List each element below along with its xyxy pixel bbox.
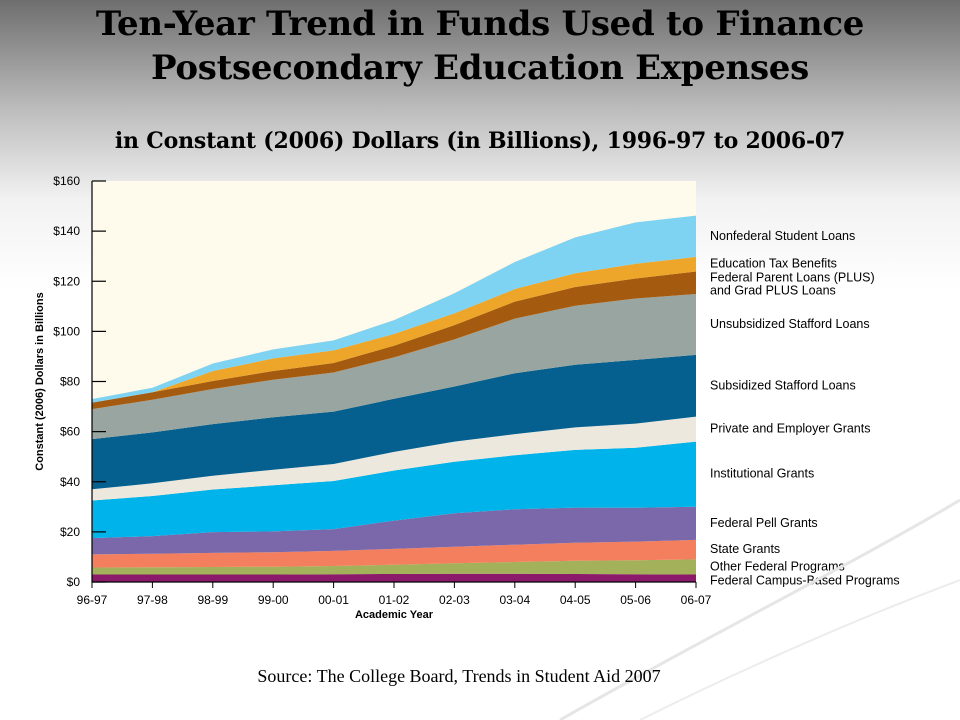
x-tick-label: 01-02 (379, 593, 410, 607)
legend-label: Unsubsidized Stafford Loans (710, 317, 870, 331)
x-tick-label: 97-98 (137, 593, 168, 607)
area-state-grants (92, 539, 696, 568)
area-federal-parent-loans-plus-and-grad-plus-loans (92, 271, 696, 410)
y-tick-label: $60 (60, 425, 80, 439)
legend-label: Institutional Grants (710, 467, 814, 481)
area-education-tax-benefits (92, 256, 696, 403)
area-series-group (92, 215, 696, 582)
legend-label: and Grad PLUS Loans (710, 284, 836, 298)
x-tick-label: 05-06 (620, 593, 651, 607)
area-unsubsidized-stafford-loans (92, 294, 696, 440)
y-tick-label: $160 (53, 174, 80, 188)
y-tick-label: $140 (53, 224, 80, 238)
area-private-and-employer-grants (92, 416, 696, 501)
y-tick-label: $0 (67, 575, 81, 589)
legend-label: Private and Employer Grants (710, 422, 871, 436)
y-tick-label: $20 (60, 525, 80, 539)
area-institutional-grants (92, 441, 696, 539)
x-tick-label: 99-00 (258, 593, 289, 607)
x-tick-label: 98-99 (197, 593, 228, 607)
legend-label: State Grants (710, 542, 780, 556)
legend-label: Federal Pell Grants (710, 516, 818, 530)
legend-label: Subsidized Stafford Loans (710, 378, 856, 392)
x-tick-label: 03-04 (499, 593, 530, 607)
legend-label: Other Federal Programs (710, 559, 845, 573)
y-tick-label: $100 (53, 324, 80, 338)
source-note: Source: The College Board, Trends in Stu… (257, 666, 661, 686)
legend-group: Nonfederal Student Loans Education Tax Be… (710, 229, 900, 588)
area-other-federal-programs (92, 559, 696, 575)
area-subsidized-stafford-loans (92, 354, 696, 490)
y-tick-label: $40 (60, 475, 80, 489)
x-tick-label: 02-03 (439, 593, 470, 607)
legend-label: Education Tax Benefits (710, 257, 837, 271)
area-federal-campus-based-programs (92, 573, 696, 582)
x-tick-label: 04-05 (560, 593, 591, 607)
y-tick-label: $80 (60, 375, 80, 389)
area-federal-pell-grants (92, 506, 696, 555)
x-tick-label: 00-01 (318, 593, 349, 607)
legend-label: Federal Parent Loans (PLUS) (710, 271, 875, 285)
x-tick-label: 06-07 (681, 593, 712, 607)
x-axis-title: Academic Year (355, 609, 434, 621)
slide-title: Ten-Year Trend in Funds Used to Finance … (95, 4, 865, 88)
y-tick-label: $120 (53, 274, 80, 288)
legend-label: Federal Campus-Based Programs (710, 573, 900, 587)
legend-label: Nonfederal Student Loans (710, 229, 855, 243)
chart-subtitle: in Constant (2006) Dollars (in Billions)… (114, 128, 846, 154)
x-tick-label: 96-97 (77, 593, 108, 607)
area-nonfederal-student-loans (92, 215, 696, 403)
y-axis-title: Constant (2006) Dollars in Billions (34, 292, 46, 470)
